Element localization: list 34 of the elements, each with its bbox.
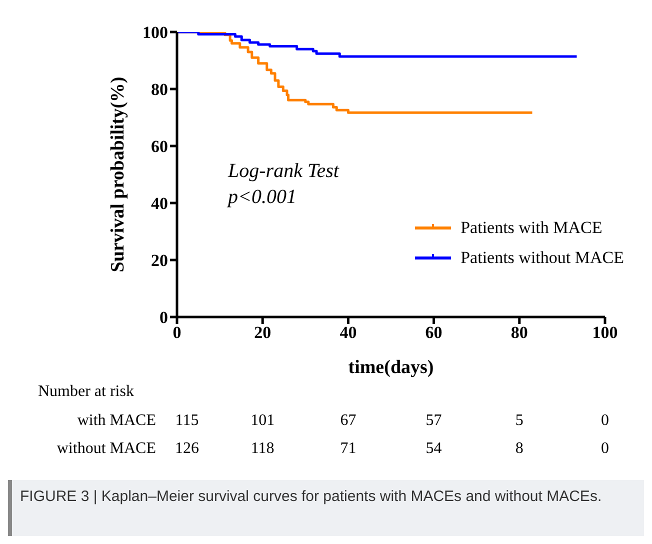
text: 57 xyxy=(424,412,443,430)
annotation: Log-rank Test xyxy=(228,159,339,184)
x-tick-label: 80 xyxy=(510,323,528,342)
text: 67 xyxy=(339,412,358,430)
text: with MACE xyxy=(77,412,156,430)
text: 71 xyxy=(339,440,358,458)
x-tick-label: 0 xyxy=(172,323,182,342)
x-tick-label: 60 xyxy=(425,323,442,342)
x-tick-label: 100 xyxy=(592,323,618,342)
annotation: p<0.001 xyxy=(228,185,298,210)
text: 115 xyxy=(174,412,200,430)
legend-label: Patients with MACE xyxy=(460,217,602,239)
y-tick-label: 0 xyxy=(160,308,168,328)
text: 5 xyxy=(514,412,524,430)
text: 0 xyxy=(600,412,610,430)
caption: FIGURE 3 | Kaplan–Meier survival curves for patients with MACEs and without MACEs. xyxy=(8,480,644,536)
legend-label: Patients without MACE xyxy=(460,247,624,269)
y-tick-label: 100 xyxy=(142,23,168,42)
text: 126 xyxy=(174,440,200,458)
y-axis-title: Survival probability(%) xyxy=(108,76,129,272)
text: 101 xyxy=(250,412,276,430)
y-tick-label: 80 xyxy=(151,80,168,100)
text: Number at risk xyxy=(38,383,134,401)
y-tick-label: 20 xyxy=(151,251,168,270)
y-tick-label: 60 xyxy=(151,137,168,156)
x-axis-title: time(days) xyxy=(348,357,434,378)
text: without MACE xyxy=(56,440,156,458)
text: 118 xyxy=(250,440,276,458)
x-tick-label: 20 xyxy=(254,323,272,342)
y-tick-label: 40 xyxy=(151,194,168,214)
x-tick-label: 40 xyxy=(340,323,357,342)
text: 54 xyxy=(424,440,443,458)
text: 8 xyxy=(514,440,524,458)
text: 0 xyxy=(600,440,610,458)
